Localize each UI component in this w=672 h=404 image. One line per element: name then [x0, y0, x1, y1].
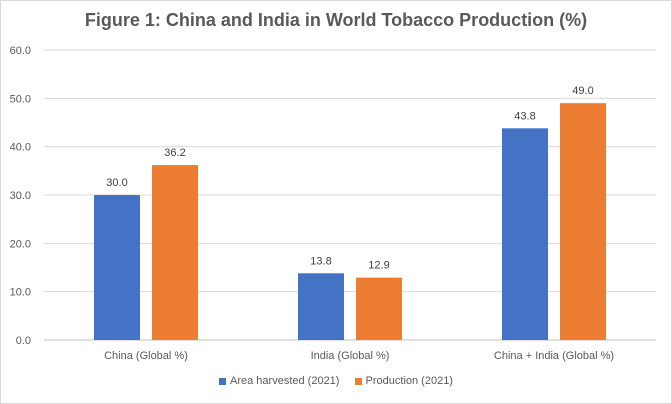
data-label: 49.0: [572, 85, 593, 97]
data-label: 30.0: [106, 177, 127, 189]
data-label: 43.8: [514, 110, 535, 122]
y-tick-label: 10.0: [10, 287, 31, 299]
bar-area-harvested-2021: [502, 128, 548, 340]
legend-label-production: Production (2021): [365, 375, 453, 387]
legend-item-area-harvested: Area harvested (2021): [219, 375, 339, 387]
bar-production-2021: [560, 103, 606, 341]
legend-label-area-harvested: Area harvested (2021): [230, 375, 340, 387]
y-tick-label: 0.0: [16, 335, 31, 347]
y-tick-label: 30.0: [10, 190, 31, 202]
legend-item-production: Production (2021): [354, 375, 453, 387]
chart-title: Figure 1: China and India in World Tobac…: [84, 10, 588, 30]
category-label: India (Global %): [311, 350, 390, 362]
category-label: China (Global %): [104, 350, 188, 362]
y-tick-label: 60.0: [10, 45, 31, 57]
bar-area-harvested-2021: [298, 273, 344, 340]
legend-swatch-production: [354, 377, 362, 385]
bar-area-harvested-2021: [94, 195, 140, 340]
legend-swatch-area-harvested: [219, 377, 227, 385]
data-label: 13.8: [310, 255, 331, 267]
category-label: China + India (Global %): [494, 350, 614, 362]
y-tick-label: 50.0: [10, 93, 31, 105]
bar-production-2021: [356, 277, 402, 340]
y-tick-label: 20.0: [10, 238, 31, 250]
y-tick-label: 40.0: [10, 142, 31, 154]
data-label: 12.9: [368, 260, 389, 272]
chart-legend: Area harvested (2021) Production (2021): [0, 375, 672, 388]
bar-production-2021: [152, 165, 198, 340]
data-label: 36.2: [164, 147, 185, 159]
